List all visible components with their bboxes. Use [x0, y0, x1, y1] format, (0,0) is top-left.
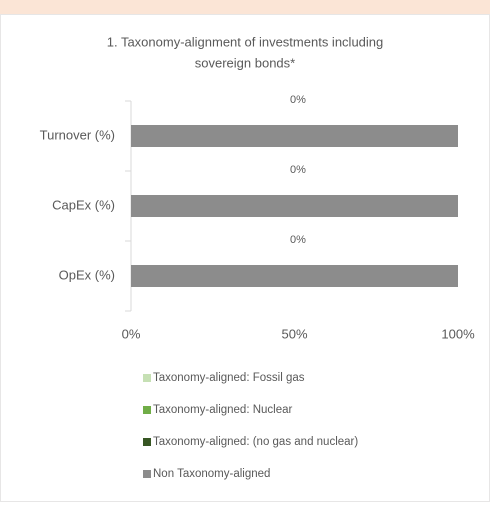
- chart-title: 1. Taxonomy-alignment of investments inc…: [107, 34, 384, 49]
- legend-swatch: [143, 438, 151, 446]
- y-tick-label: CapEx (%): [52, 197, 115, 212]
- header-strip: [0, 0, 490, 14]
- legend-label: Taxonomy-aligned: (no gas and nuclear): [153, 436, 358, 448]
- x-tick-label: 50%: [281, 326, 307, 341]
- chart-border: [0, 14, 490, 502]
- data-label: 0%: [290, 164, 306, 176]
- x-tick-label: 0%: [122, 326, 141, 341]
- chart-title: sovereign bonds*: [195, 55, 295, 70]
- x-tick-label: 100%: [441, 326, 475, 341]
- data-label: 0%: [290, 234, 306, 246]
- legend-label: Non Taxonomy-aligned: [153, 468, 270, 480]
- legend-swatch: [143, 406, 151, 414]
- y-tick-label: OpEx (%): [59, 267, 115, 282]
- bar-segment: [131, 265, 458, 287]
- bar-segment: [131, 195, 458, 217]
- legend-label: Taxonomy-aligned: Fossil gas: [153, 372, 305, 384]
- legend-swatch: [143, 374, 151, 382]
- y-tick-label: Turnover (%): [40, 127, 115, 142]
- legend-swatch: [143, 470, 151, 478]
- bar-segment: [131, 125, 458, 147]
- legend-label: Taxonomy-aligned: Nuclear: [153, 404, 293, 416]
- data-label: 0%: [290, 94, 306, 106]
